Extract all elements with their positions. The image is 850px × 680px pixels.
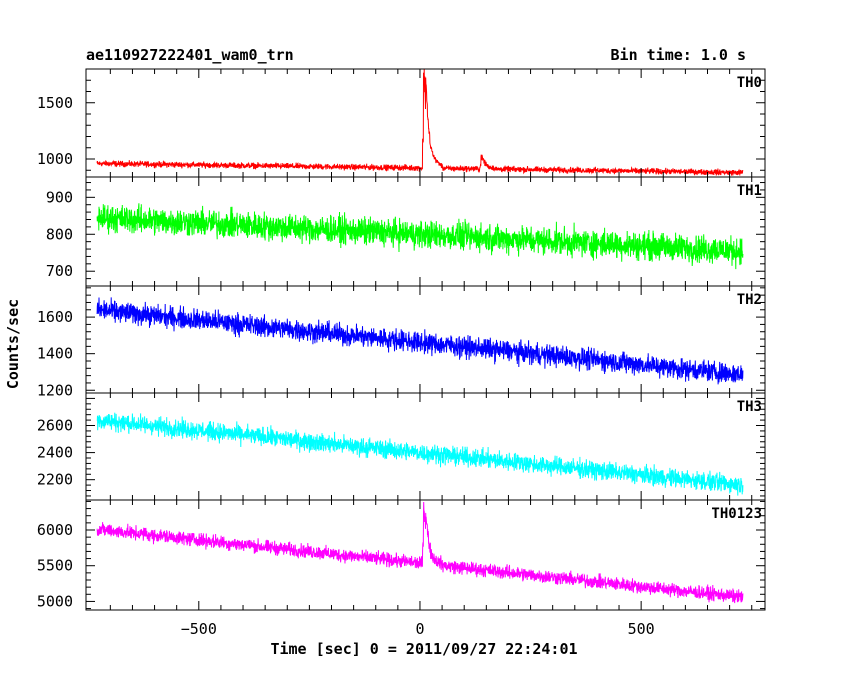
series-th1 <box>96 203 744 270</box>
bin-time-label: Bin time: 1.0 s <box>611 46 746 64</box>
y-tick-label: 5000 <box>37 592 73 610</box>
x-tick-label: 500 <box>628 620 655 638</box>
y-tick-label: 1200 <box>37 381 73 399</box>
panel-label-th2: TH2 <box>737 292 762 308</box>
x-tick-label: −500 <box>181 620 217 638</box>
x-tick-label: 0 <box>415 620 424 638</box>
y-tick-label: 2200 <box>37 471 73 489</box>
series-th0 <box>96 69 744 176</box>
y-tick-label: 5500 <box>37 557 73 575</box>
series-th3 <box>96 412 744 496</box>
plot-title: ae110927222401_wam0_trn <box>86 46 294 64</box>
y-tick-label: 2400 <box>37 444 73 462</box>
series-th0123 <box>96 501 744 604</box>
x-axis-label: Time [sec] 0 = 2011/09/27 22:24:01 <box>270 640 577 658</box>
y-tick-label: 2600 <box>37 417 73 435</box>
y-tick-label: 700 <box>46 262 73 280</box>
y-tick-label: 1400 <box>37 345 73 363</box>
panel-label-th0123: TH0123 <box>711 506 762 522</box>
y-tick-label: 6000 <box>37 521 73 539</box>
panel-label-th1: TH1 <box>737 183 762 199</box>
panel-frame-th3 <box>85 392 766 501</box>
panel-label-th0: TH0 <box>737 75 762 91</box>
y-tick-label: 800 <box>46 225 73 243</box>
panel-frame-th2 <box>85 285 766 394</box>
y-tick-label: 1500 <box>37 94 73 112</box>
panel-label-th3: TH3 <box>737 399 762 415</box>
y-tick-label: 1600 <box>37 308 73 326</box>
panel-frame-th0123 <box>85 499 766 611</box>
y-axis-label: Counts/sec <box>4 299 22 389</box>
panels: 1000 1500 TH0 700 800 900 TH1 1200 1400 1600 TH2 22… <box>37 68 766 638</box>
y-tick-label: 1000 <box>37 150 73 168</box>
series-th2 <box>96 297 744 385</box>
y-tick-label: 900 <box>46 188 73 206</box>
